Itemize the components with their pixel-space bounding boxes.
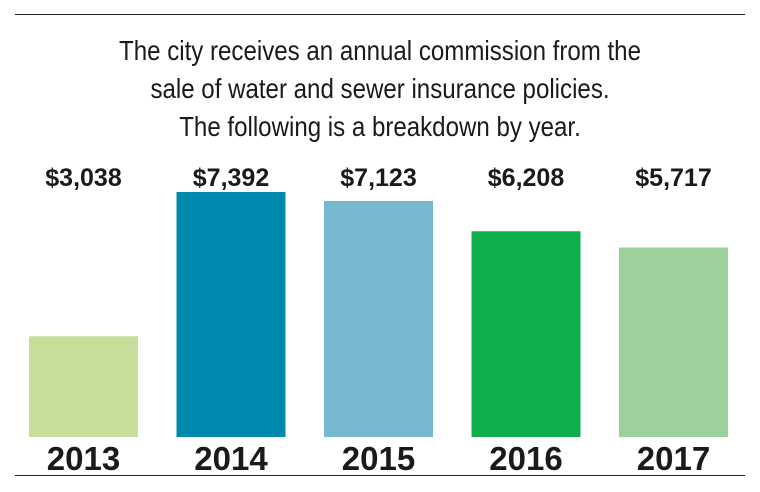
value-label-2015: $7,123 — [340, 164, 416, 192]
category-label-2014: 2014 — [194, 440, 268, 477]
bar-2013 — [29, 336, 138, 437]
chart-title: The city receives an annual commission f… — [53, 32, 707, 146]
category-label-2015: 2015 — [342, 440, 415, 477]
value-label-2014: $7,392 — [193, 164, 269, 192]
category-label-2017: 2017 — [637, 440, 710, 477]
category-label-2016: 2016 — [489, 440, 562, 477]
bottom-rule — [15, 475, 745, 476]
bar-2016 — [471, 231, 581, 437]
title-line-3: The following is a breakdown by year. — [179, 111, 581, 142]
bar-2015 — [324, 200, 433, 437]
value-label-2016: $6,208 — [488, 164, 565, 192]
title-line-1: The city receives an annual commission f… — [119, 35, 641, 66]
bar-2017 — [619, 247, 728, 437]
value-label-2017: $5,717 — [635, 164, 711, 192]
value-label-2013: $3,038 — [45, 164, 122, 192]
category-label-2013: 2013 — [47, 440, 120, 477]
top-rule — [15, 14, 745, 15]
title-line-2: sale of water and sewer insurance polici… — [150, 73, 610, 104]
bar-2014 — [176, 192, 286, 437]
